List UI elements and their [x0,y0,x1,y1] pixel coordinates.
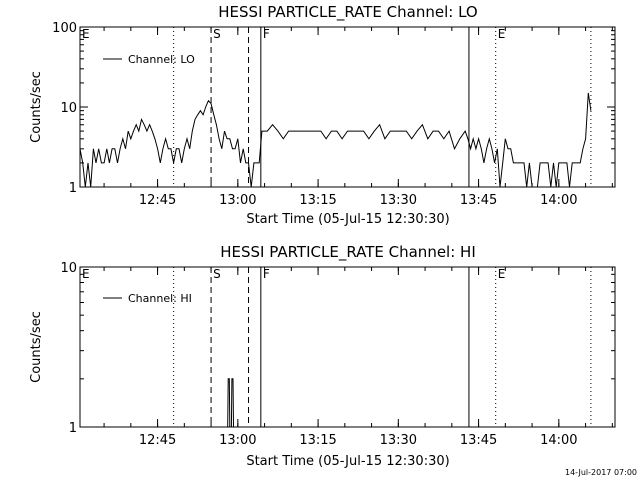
time-marker-label: E [498,267,506,281]
x-tick-label: 13:30 [380,433,417,448]
time-marker-label: E [82,27,90,41]
x-axis-label-hi: Start Time (05-Jul-15 12:30:30) [246,454,449,469]
y-axis-label-hi: Counts/sec [29,311,44,383]
x-tick-label: 14:00 [540,433,577,448]
plot-frame-lo [79,26,616,188]
panel-lo: HESSI PARTICLE_RATE Channel: LO 12:45 13:… [29,3,616,227]
legend-label-hi: Channel: HI [128,292,192,305]
x-tick-label: 12:45 [139,433,176,448]
chart-title-lo: HESSI PARTICLE_RATE Channel: LO [218,3,477,22]
y-axis-label-lo: Counts/sec [29,71,44,143]
time-marker-label: E [82,267,90,281]
chart-title-hi: HESSI PARTICLE_RATE Channel: HI [220,243,476,262]
y-tick-label: 10 [60,261,77,276]
series-line [227,378,234,428]
legend-label-lo: Channel: LO [128,53,195,66]
time-marker-label: S [213,27,221,41]
time-marker-label: S [213,267,221,281]
y-tick-label: 100 [52,21,77,36]
x-tick-label: 13:00 [219,193,256,208]
x-tick-label: 13:00 [219,433,256,448]
time-marker-label: E [498,27,506,41]
plot-frame-hi [79,266,616,428]
x-tick-label: 14:00 [540,193,577,208]
y-tick-label: 10 [60,101,77,116]
x-tick-label: 13:15 [299,193,336,208]
y-tick-label: 1 [69,421,77,436]
x-tick-label: 13:45 [460,433,497,448]
panel-hi: HESSI PARTICLE_RATE Channel: HI 12:45 13:… [29,243,616,469]
x-axis-label-lo: Start Time (05-Jul-15 12:30:30) [246,212,449,227]
x-tick-label: 12:45 [139,193,176,208]
x-tick-label: 13:45 [460,193,497,208]
time-marker-label: F [263,267,270,281]
timestamp: 14-Jul-2017 07:00 [565,468,637,477]
x-tick-label: 13:15 [299,433,336,448]
y-tick-label: 1 [69,181,77,196]
x-tick-label: 13:30 [380,193,417,208]
series-line [79,92,592,188]
time-marker-label: F [263,27,270,41]
